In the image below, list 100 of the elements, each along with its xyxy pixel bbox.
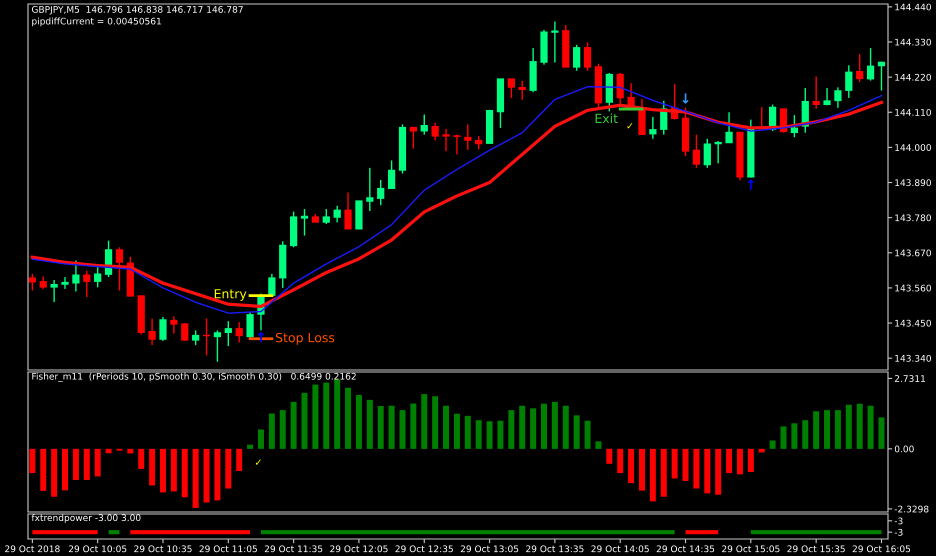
candlestick: [551, 20, 558, 64]
bar: [268, 414, 275, 449]
bar: [84, 448, 90, 480]
annotation: Exit: [596, 113, 618, 123]
candlestick: [518, 80, 526, 101]
bar: [280, 410, 286, 449]
bar: [726, 448, 732, 474]
candlestick: [432, 122, 439, 142]
y-tick-label: 144.330: [895, 38, 931, 46]
candlestick: [845, 64, 852, 99]
candlestick: [322, 208, 330, 225]
bar: [519, 406, 526, 449]
candlestick: [344, 192, 352, 230]
y-tick-label: 2.7311: [894, 375, 926, 382]
bar: [378, 406, 384, 449]
bar: [562, 406, 569, 449]
bar: [302, 392, 308, 449]
candlestick: [649, 116, 656, 140]
candlestick: [584, 42, 592, 72]
bar: [40, 448, 46, 491]
y-tick-label: 144.000: [895, 144, 931, 151]
bar: [258, 429, 264, 449]
annotation: ↑: [748, 180, 754, 190]
bar: [432, 396, 438, 449]
bar: [454, 414, 460, 449]
bar: [486, 421, 493, 449]
candlestick: [475, 136, 482, 150]
bar: [660, 448, 667, 497]
bar: [704, 448, 710, 494]
bar: [323, 382, 330, 449]
y-tick-label: 143.340: [895, 354, 931, 362]
bar: [182, 448, 188, 498]
candlestick: [116, 246, 124, 292]
bar: [94, 448, 101, 476]
x-tick-label: 29 Oct 11:05: [200, 545, 257, 552]
x-tick-label: 29 Oct 15:35: [787, 545, 845, 552]
bar: [225, 448, 232, 489]
y-tick-label: -3: [894, 518, 903, 524]
x-tick-label: 29 Oct 15:05: [722, 545, 780, 552]
bar: [574, 415, 580, 449]
x-tick-label: 29 Oct 10:35: [134, 545, 192, 552]
bar: [366, 400, 373, 449]
candlestick: [834, 86, 842, 108]
candlestick: [377, 179, 384, 206]
annotation: Stop Loss: [276, 332, 334, 345]
bar: [595, 441, 602, 449]
bar: [204, 448, 210, 502]
text: pipdiffCurrent = 0.00450561: [32, 18, 161, 26]
bar: [247, 444, 254, 449]
x-tick-label: 29 Oct 12:05: [330, 545, 388, 552]
candlestick: [388, 160, 396, 190]
bar: [638, 448, 645, 491]
bar: [170, 448, 177, 492]
bar: [868, 406, 874, 449]
x-tick-label: 29 Oct 10:05: [68, 545, 126, 552]
candlestick: [823, 87, 831, 106]
x-tick-label: 29 Oct 2018: [5, 545, 60, 552]
bar: [715, 448, 722, 495]
candlestick: [878, 60, 886, 92]
bar: [736, 448, 743, 474]
bar: [149, 448, 156, 486]
chart-title: GBPJPY,M5 146.796 146.838 146.717 146.787: [32, 6, 243, 14]
y-tick-label: 144.220: [895, 74, 931, 81]
candlestick: [72, 260, 80, 292]
candlestick: [246, 311, 254, 338]
bar: [497, 420, 504, 449]
bar: [541, 404, 547, 449]
bar: [606, 448, 612, 464]
candlestick: [366, 167, 374, 212]
bar: [682, 448, 689, 482]
candlestick: [40, 276, 47, 290]
candlestick: [692, 134, 700, 169]
bar: [127, 448, 134, 454]
bar: [628, 448, 634, 484]
annotation: Entry: [214, 289, 246, 301]
x-tick-label: 29 Oct 12:35: [395, 545, 453, 552]
candlestick: [464, 124, 472, 151]
bar: [617, 448, 624, 474]
candlestick: [214, 330, 222, 362]
bar: [410, 403, 416, 449]
bar: [290, 402, 297, 449]
candlestick: [94, 266, 102, 288]
x-tick-label: 29 Oct 13:05: [460, 545, 518, 552]
candlestick: [224, 320, 232, 347]
candlestick: [453, 134, 461, 156]
bar: [106, 448, 112, 454]
bar: [464, 416, 471, 449]
bar: [824, 410, 830, 449]
candlestick: [334, 205, 341, 224]
candlestick: [192, 330, 200, 346]
y-tick-label: 144.440: [895, 4, 931, 10]
y-tick-label: 143.560: [895, 284, 931, 292]
candlestick: [790, 114, 798, 138]
bar: [770, 440, 776, 449]
bar: [791, 423, 798, 449]
candlestick: [28, 273, 36, 292]
candlestick: [170, 316, 178, 334]
candlestick: [300, 208, 308, 236]
candlestick: [573, 44, 580, 72]
bar: [236, 448, 242, 472]
